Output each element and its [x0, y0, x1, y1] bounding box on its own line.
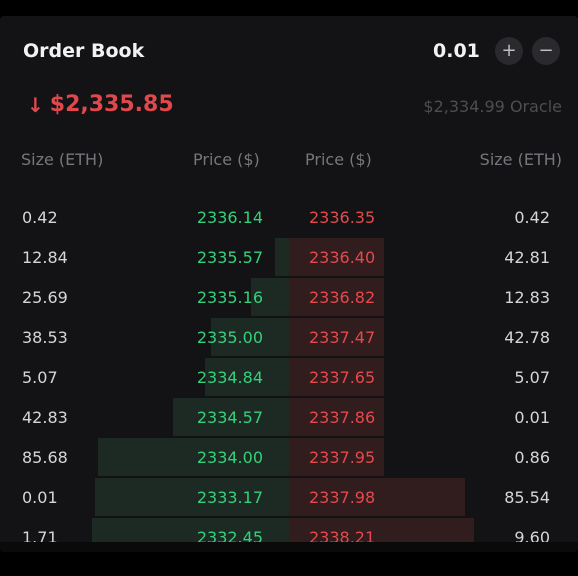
- minus-icon: −: [538, 40, 554, 61]
- order-row[interactable]: 25.69 2335.16 2336.82 12.83: [0, 278, 578, 318]
- ask-price: 2337.65: [309, 368, 376, 387]
- ask-price: 2337.95: [309, 448, 376, 467]
- ask-size-header: Size (ETH): [479, 150, 562, 169]
- bid-price: 2336.14: [196, 208, 263, 227]
- ask-size: 0.01: [514, 408, 550, 427]
- bid-price: 2335.57: [196, 248, 263, 267]
- bid-depth-bar: [98, 438, 289, 476]
- order-row[interactable]: 0.42 2336.14 2336.35 0.42: [0, 198, 578, 238]
- ask-depth-bar: [289, 398, 384, 436]
- ask-size: 0.86: [514, 448, 550, 467]
- order-rows: 0.42 2336.14 2336.35 0.42 12.84 2335.57 2336.4…: [0, 198, 578, 552]
- ask-price: 2336.35: [309, 208, 376, 227]
- ask-depth-bar: [289, 438, 384, 476]
- ask-size: 5.07: [514, 368, 550, 387]
- ask-price-header: Price ($): [305, 150, 372, 169]
- bid-price: 2334.57: [196, 408, 263, 427]
- ask-size: 42.81: [504, 248, 550, 267]
- order-book-panel: Order Book 0.01 + − ↓ $2,335.85 $2,334.9…: [0, 16, 578, 552]
- decrease-step-button[interactable]: −: [532, 37, 560, 65]
- plus-icon: +: [501, 40, 517, 61]
- bid-price: 2333.17: [196, 488, 263, 507]
- increase-step-button[interactable]: +: [495, 37, 523, 65]
- bid-depth-bar: [173, 398, 289, 436]
- bid-depth-bar: [211, 318, 289, 356]
- bid-price: 2334.00: [196, 448, 263, 467]
- order-book-title: Order Book: [23, 40, 145, 62]
- bid-size: 0.42: [22, 208, 58, 227]
- ask-size: 85.54: [504, 488, 550, 507]
- bid-size: 85.68: [22, 448, 68, 467]
- oracle-price: $2,334.99 Oracle: [423, 97, 562, 116]
- bid-price: 2335.16: [196, 288, 263, 307]
- ask-price: 2337.98: [309, 488, 376, 507]
- order-row[interactable]: 12.84 2335.57 2336.40 42.81: [0, 238, 578, 278]
- order-row[interactable]: 5.07 2334.84 2337.65 5.07: [0, 358, 578, 398]
- bid-size: 25.69: [22, 288, 68, 307]
- ask-size: 0.42: [514, 208, 550, 227]
- order-row[interactable]: 38.53 2335.00 2337.47 42.78: [0, 318, 578, 358]
- ask-price: 2336.40: [309, 248, 376, 267]
- bid-size: 38.53: [22, 328, 68, 347]
- bid-size: 0.01: [22, 488, 58, 507]
- bid-size: 12.84: [22, 248, 68, 267]
- ask-depth-bar: [289, 238, 384, 276]
- bid-depth-bar: [251, 278, 289, 316]
- bid-depth-bar: [95, 478, 289, 516]
- bid-size: 5.07: [22, 368, 58, 387]
- last-price-value: $2,335.85: [49, 92, 174, 117]
- bid-price: 2335.00: [196, 328, 263, 347]
- order-row[interactable]: 0.01 2333.17 2337.98 85.54: [0, 478, 578, 518]
- ask-price: 2337.47: [309, 328, 376, 347]
- ask-depth-bar: [289, 278, 384, 316]
- ask-size: 12.83: [504, 288, 550, 307]
- ask-depth-bar: [289, 318, 384, 356]
- bid-depth-bar: [205, 358, 289, 396]
- arrow-down-icon: ↓: [27, 92, 44, 117]
- bid-size: 42.83: [22, 408, 68, 427]
- ask-depth-bar: [289, 358, 384, 396]
- bid-depth-bar: [275, 238, 289, 276]
- bid-price: 2334.84: [196, 368, 263, 387]
- order-row[interactable]: 42.83 2334.57 2337.86 0.01: [0, 398, 578, 438]
- bid-price-header: Price ($): [193, 150, 260, 169]
- last-price: ↓ $2,335.85: [27, 92, 174, 117]
- panel-bottom-edge: [0, 542, 578, 552]
- ask-depth-bar: [289, 478, 465, 516]
- ask-price: 2337.86: [309, 408, 376, 427]
- ask-price: 2336.82: [309, 288, 376, 307]
- ask-size: 42.78: [504, 328, 550, 347]
- bid-size-header: Size (ETH): [21, 150, 104, 169]
- order-row[interactable]: 85.68 2334.00 2337.95 0.86: [0, 438, 578, 478]
- price-step-value[interactable]: 0.01: [433, 40, 480, 62]
